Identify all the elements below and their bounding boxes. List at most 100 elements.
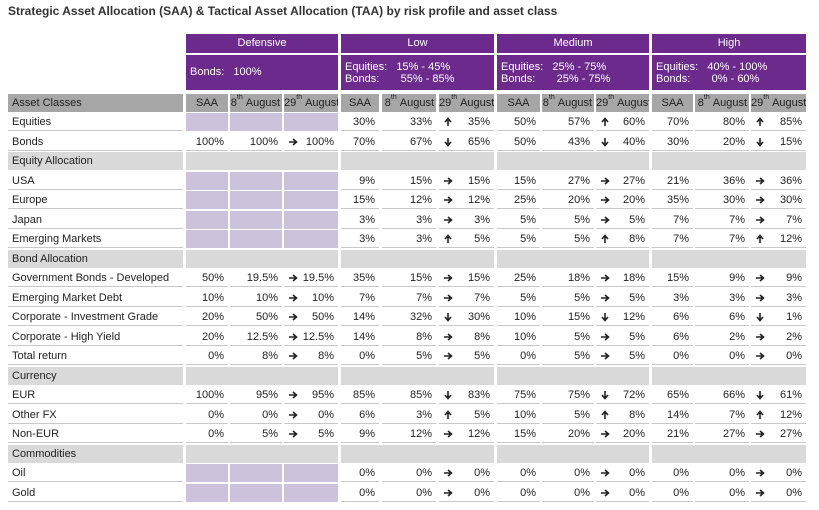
taa-value: 85% [751, 113, 806, 131]
arrow-up [601, 234, 609, 243]
taa-value: 0% [382, 484, 436, 502]
section-fill [341, 152, 494, 170]
saa-value: 100% [186, 386, 228, 404]
section-fill [497, 249, 649, 268]
taa-value: 35% [439, 113, 494, 131]
saa-value: 5% [497, 289, 540, 307]
saa-value: 0% [341, 347, 379, 365]
arrow-right [756, 215, 765, 224]
taa-value: 7% [695, 406, 749, 424]
arrow-right [444, 469, 453, 477]
taa-value: 95% [230, 386, 282, 404]
saa-value: 0% [341, 464, 379, 482]
taa-value: 3% [439, 211, 494, 229]
taa-value: 0% [542, 464, 594, 482]
section-fill [652, 444, 806, 463]
arrow-right [601, 469, 610, 477]
saa-value: 25% [497, 191, 540, 209]
profile-ranges: Equities: 40% - 100% Bonds: 0% - 60% [652, 55, 806, 90]
saa-value: 6% [652, 308, 693, 326]
saa-value: 3% [341, 211, 379, 229]
header-day: 29 [284, 97, 297, 109]
saa-value: 7% [652, 211, 693, 229]
taa-value: 2% [751, 328, 806, 346]
taa-value: 5% [542, 347, 594, 365]
section-fill [341, 249, 494, 268]
column-header: 8th August [695, 94, 749, 112]
saa-value: 10% [497, 406, 540, 424]
arrow-right [444, 332, 453, 341]
column-header: 29th August [751, 94, 806, 112]
taa-value: 0% [695, 347, 749, 365]
empty-cell [230, 210, 282, 229]
section-fill [652, 366, 806, 385]
saa-value: 21% [652, 425, 693, 443]
saa-value: 10% [497, 308, 540, 326]
taa-value: 10% [284, 289, 338, 307]
empty-cell [284, 483, 338, 502]
taa-value: 6% [695, 308, 749, 326]
header-month: August [617, 97, 649, 109]
saa-value: 35% [341, 269, 379, 287]
taa-value: 12% [439, 191, 494, 209]
taa-value: 12% [382, 191, 436, 209]
empty-cell [186, 191, 228, 209]
taa-value: 12% [439, 425, 494, 443]
taa-value: 50% [230, 308, 282, 326]
row-label: Emerging Market Debt [8, 289, 183, 307]
arrow-right [756, 196, 765, 204]
header-suffix: th [548, 94, 555, 101]
saa-value: 5% [497, 230, 540, 248]
profile-name: High [652, 34, 806, 53]
saa-value: 70% [652, 113, 693, 131]
taa-value: 12% [596, 308, 649, 326]
saa-value: 35% [652, 191, 693, 209]
row-label: Corporate - Investment Grade [8, 308, 183, 326]
section-fill [341, 366, 494, 385]
header-month: August [305, 97, 338, 109]
section-label: Bond Allocation [8, 249, 183, 268]
empty-cell [230, 191, 282, 209]
range-text: Bonds: 0% - 60% [656, 73, 760, 85]
saa-value: 6% [341, 406, 379, 424]
column-header: 8th August [542, 94, 594, 112]
saa-value: 5% [497, 211, 540, 229]
arrow-right [444, 488, 453, 497]
saa-value: 0% [497, 464, 540, 482]
taa-value: 5% [542, 406, 594, 424]
taa-value: 7% [382, 289, 436, 307]
profile-name: Low [341, 34, 494, 53]
taa-value: 5% [382, 347, 436, 365]
arrow-right [756, 274, 765, 282]
header-day: 8 [230, 97, 237, 109]
saa-value: 30% [341, 113, 379, 131]
arrow-right [289, 293, 298, 302]
arrow-up [756, 409, 764, 419]
header-month: August [399, 97, 434, 109]
header-suffix: th [236, 94, 243, 101]
saa-value: 14% [341, 308, 379, 326]
arrow-right [289, 332, 298, 341]
empty-cell [230, 483, 282, 502]
taa-value: 5% [230, 425, 282, 443]
section-fill [186, 366, 338, 385]
taa-value: 61% [751, 386, 806, 404]
taa-value: 8% [284, 347, 338, 365]
saa-value: 10% [497, 328, 540, 346]
header-day: 29 [439, 97, 452, 109]
profile-name: Defensive [186, 34, 338, 53]
saa-value: 85% [341, 386, 379, 404]
taa-value: 5% [542, 328, 594, 346]
arrow-down [601, 137, 609, 147]
row-label: Government Bonds - Developed [8, 269, 183, 287]
taa-value: 9% [751, 269, 806, 287]
section-fill [497, 444, 649, 463]
empty-cell [230, 464, 282, 482]
saa-value: 6% [652, 328, 693, 346]
taa-value: 32% [382, 308, 436, 326]
empty-cell [284, 230, 338, 248]
saa-value: 3% [341, 230, 379, 248]
taa-value: 20% [596, 425, 649, 443]
saa-value: 0% [186, 406, 228, 424]
saa-value: 0% [652, 347, 693, 365]
